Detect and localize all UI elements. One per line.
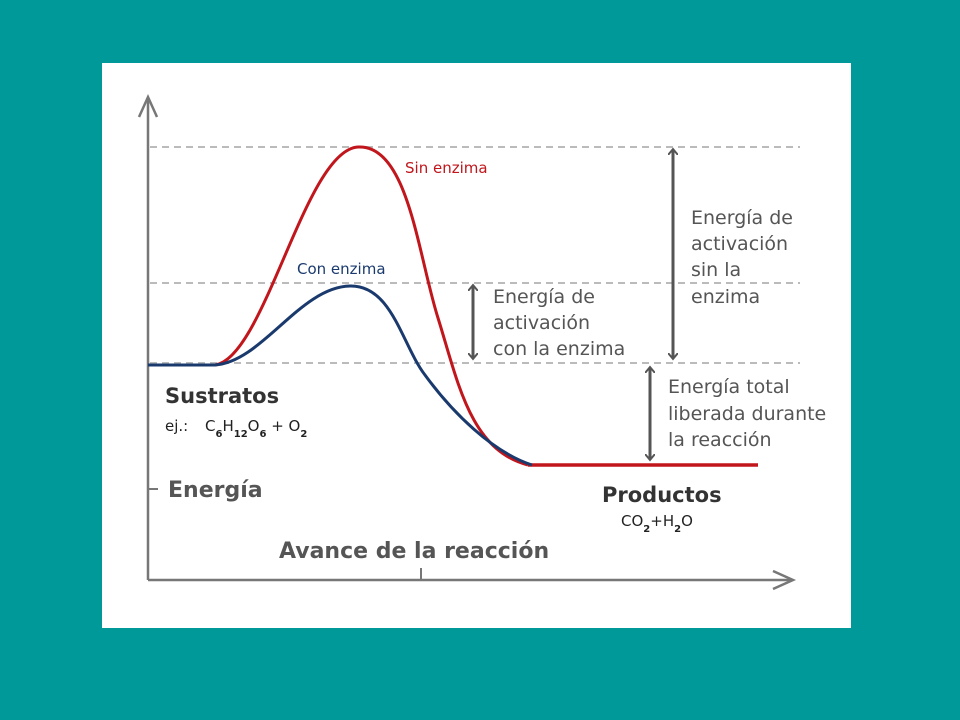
products-label: Productos (602, 483, 722, 507)
formula-subscript: 6 (215, 429, 222, 440)
curve-without-enzyme (148, 145, 529, 467)
y-axis-arrowhead (137, 93, 159, 118)
y-axis-label: Energía (168, 478, 263, 503)
substrates-label: Sustratos (165, 384, 279, 408)
label-with-enzyme: Con enzima (297, 260, 386, 278)
formula-subscript: 2 (643, 524, 650, 535)
diagram-panel: Sin enzima Con enzima Energía de activac… (102, 63, 851, 628)
formula-subscript: 12 (234, 429, 248, 440)
label-without-enzyme: Sin enzima (405, 159, 488, 177)
curve-with-enzyme (148, 284, 533, 467)
formula-segment: O (248, 417, 260, 435)
formula-subscript: 6 (259, 429, 266, 440)
formula-segment: +H (650, 512, 674, 530)
formula-subscript: 2 (300, 429, 307, 440)
formula-segment: O (681, 512, 693, 530)
formula-segment: C (205, 417, 215, 435)
products-formula: CO2+H2O (621, 512, 693, 535)
annotation-activation-with-enzyme: Energía de activación con la enzima (493, 286, 625, 360)
x-axis-label: Avance de la reacción (279, 539, 549, 564)
substrates-example-prefix: ej.: (165, 417, 188, 435)
annotation-total-energy-released: Energía total liberada durante la reacci… (668, 376, 832, 451)
energy-diagram: Sin enzima Con enzima Energía de activac… (137, 93, 832, 591)
formula-segment: H (222, 417, 233, 435)
substrates-formula: C6H12O6 + O2 (205, 417, 307, 440)
x-axis-arrowhead (772, 569, 797, 591)
formula-segment: + O (266, 417, 300, 435)
formula-subscript: 2 (674, 524, 681, 535)
formula-segment: CO (621, 512, 643, 530)
annotation-activation-without-enzyme: Energía de activación sin la enzima (691, 207, 799, 308)
